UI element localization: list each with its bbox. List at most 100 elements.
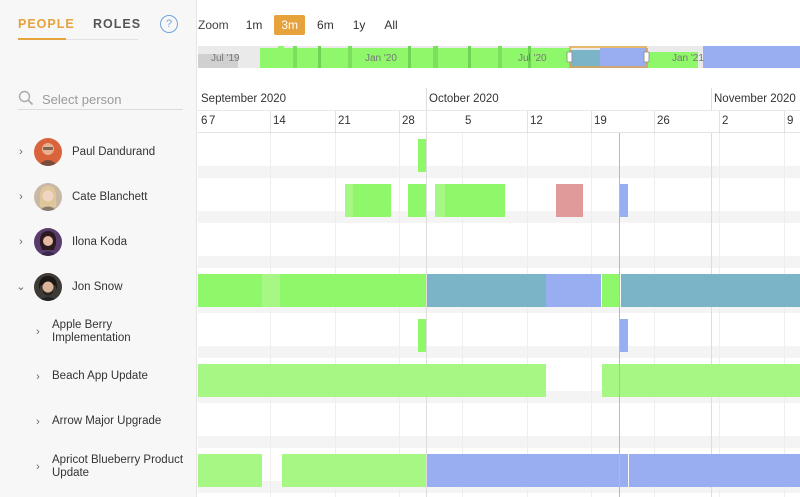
chevron-right-icon[interactable]: › [36,370,40,383]
month-divider [426,88,427,110]
allocation-bar[interactable] [198,364,546,397]
project-name: Apple Berry Implementation [52,318,131,344]
month-divider [711,88,712,110]
search-icon [18,90,34,106]
allocation-bar[interactable] [629,454,800,487]
zoom-all-button[interactable]: All [384,18,398,32]
project-name: Arrow Major Upgrade [52,415,162,427]
project-row-arrow-major[interactable]: › Arrow Major Upgrade [0,399,197,444]
allocation-bar[interactable] [620,184,628,217]
allocation-bar[interactable] [418,139,426,172]
zoom-label: Zoom [198,18,229,32]
timeline-navigator[interactable]: Jul '19 Jan '20 Jul '20 Jan '21 [198,46,800,68]
day-label: 19 [594,115,607,127]
grid-line [270,133,271,497]
day-divider [426,111,427,133]
grid-line [399,133,400,497]
row-stripe [198,346,800,358]
allocation-bar[interactable] [435,184,445,217]
day-divider [719,111,720,133]
day-label: 28 [402,115,415,127]
chevron-right-icon[interactable]: › [36,460,40,473]
grid-line [711,133,712,497]
chevron-down-icon[interactable]: ⌄ [16,281,26,293]
day-label: 5 [465,115,472,127]
tab-roles[interactable]: ROLES [93,17,142,31]
month-label: September 2020 [201,93,287,105]
allocation-bar[interactable] [621,274,800,307]
allocation-bar[interactable] [556,184,583,217]
allocation-bar[interactable] [280,274,426,307]
grid-line [591,133,592,497]
project-row-beach-app[interactable]: › Beach App Update [0,354,197,399]
allocation-bar[interactable] [620,319,628,352]
avatar [34,272,62,301]
allocation-bar[interactable] [445,184,505,217]
day-label: 7 [209,115,216,127]
person-search [18,88,183,110]
day-label: 2 [722,115,729,127]
project-row-apricot-blueberry[interactable]: › Apricot Blueberry Product Update [0,444,197,489]
chevron-right-icon[interactable]: › [19,145,23,158]
allocation-bar[interactable] [408,184,426,217]
day-label: 9 [787,115,794,127]
person-name: Paul Dandurand [72,145,156,158]
person-name: Jon Snow [72,280,123,293]
person-row-paul-dandurand[interactable]: › Paul Dandurand [0,129,197,174]
allocation-bar[interactable] [198,274,262,307]
grid-line [784,133,785,497]
day-divider [270,111,271,133]
day-divider [654,111,655,133]
person-row-ilona-koda[interactable]: › Ilona Koda [0,219,197,264]
chevron-right-icon[interactable]: › [36,325,40,338]
grid-line [654,133,655,497]
tab-people[interactable]: PEOPLE [18,17,75,31]
day-label: 6 [201,115,208,127]
chevron-right-icon[interactable]: › [19,190,23,203]
day-label: 12 [530,115,543,127]
navigator-label: Jan '21 [672,53,704,64]
person-row-jon-snow[interactable]: ⌄ Jon Snow [0,264,197,309]
allocation-bar[interactable] [198,454,262,487]
project-name: Beach App Update [52,370,148,382]
search-input[interactable] [42,90,182,108]
grid-line [719,133,720,497]
zoom-6m-button[interactable]: 6m [317,18,334,32]
person-name: Ilona Koda [72,235,127,248]
allocation-bar[interactable] [345,184,353,217]
allocation-bar[interactable] [427,274,546,307]
allocation-bar[interactable] [602,364,800,397]
day-divider [335,111,336,133]
help-icon[interactable]: ? [160,15,178,33]
day-divider [591,111,592,133]
navigator-overview [198,46,800,68]
timeline-grid [198,133,800,497]
zoom-1y-button[interactable]: 1y [352,18,366,32]
project-name: Apricot Blueberry Product Update [52,453,184,479]
person-row-cate-blanchett[interactable]: › Cate Blanchett [0,174,197,219]
allocation-bar[interactable] [262,274,280,307]
month-label: October 2020 [429,93,499,105]
zoom-1m-button[interactable]: 1m [245,18,263,32]
grid-line [462,133,463,497]
chevron-right-icon[interactable]: › [19,235,23,248]
project-row-apple-berry[interactable]: › Apple Berry Implementation [0,309,197,354]
person-name: Cate Blanchett [72,190,148,203]
avatar [34,182,62,211]
day-label: 26 [657,115,670,127]
day-divider [399,111,400,133]
allocation-bar[interactable] [427,454,628,487]
allocation-bar[interactable] [546,274,601,307]
allocation-bar[interactable] [353,184,391,217]
navigator-label: Jul '19 [211,53,240,64]
allocation-bar[interactable] [418,319,426,352]
day-divider [527,111,528,133]
allocation-bar[interactable] [282,454,426,487]
allocation-bar[interactable] [602,274,619,307]
avatar [34,137,62,166]
day-label: 21 [338,115,351,127]
row-stripe [198,256,800,268]
row-stripe [198,436,800,448]
zoom-3m-button[interactable]: 3m [274,15,306,35]
chevron-right-icon[interactable]: › [36,415,40,428]
